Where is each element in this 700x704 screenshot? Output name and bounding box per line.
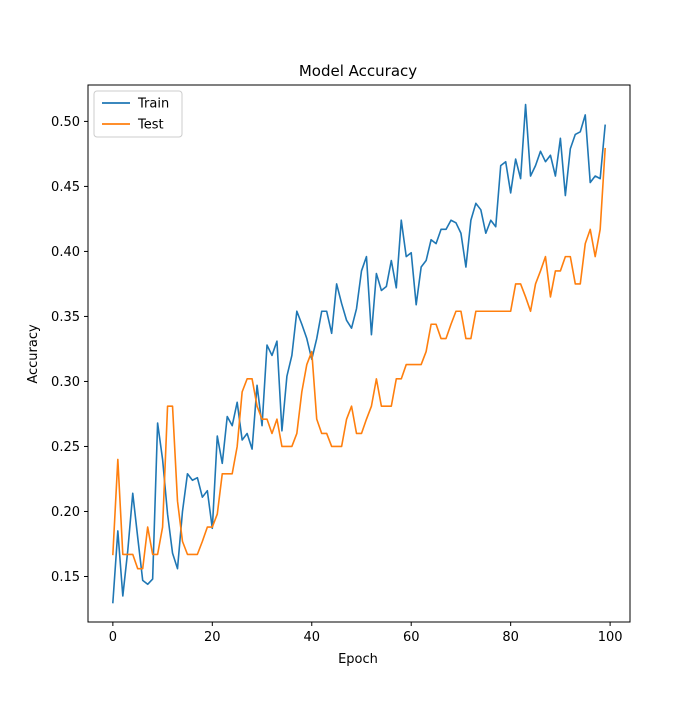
y-tick-label: 0.45 bbox=[51, 180, 80, 195]
y-axis-label: Accuracy bbox=[26, 324, 41, 384]
y-tick-label: 0.25 bbox=[51, 440, 80, 455]
series-line-test bbox=[112, 147, 606, 570]
y-tick-label: 0.40 bbox=[51, 245, 80, 260]
x-tick-label: 40 bbox=[303, 630, 320, 645]
chart-title: Model Accuracy bbox=[299, 62, 417, 80]
x-axis-label: Epoch bbox=[338, 652, 378, 667]
y-tick-label: 0.15 bbox=[51, 570, 80, 585]
series-line-train bbox=[112, 103, 607, 604]
legend-label-test: Test bbox=[137, 118, 164, 133]
plot-frame bbox=[87, 84, 631, 623]
legend-label-train: Train bbox=[137, 97, 169, 112]
y-tick-label: 0.30 bbox=[51, 375, 80, 390]
x-tick-label: 0 bbox=[109, 630, 117, 645]
y-tick-label: 0.20 bbox=[51, 505, 80, 520]
y-tick-label: 0.50 bbox=[51, 115, 80, 130]
x-tick-label: 20 bbox=[204, 630, 221, 645]
x-tick-label: 80 bbox=[502, 630, 519, 645]
x-tick-label: 100 bbox=[598, 630, 623, 645]
y-tick-label: 0.35 bbox=[51, 310, 80, 325]
legend: Train Test bbox=[93, 90, 183, 138]
plot-group: 0 20 40 60 80 100 0.15 0.20 0.25 0.30 0.35 0.40 0.45… bbox=[51, 84, 631, 645]
x-tick-label: 60 bbox=[403, 630, 420, 645]
